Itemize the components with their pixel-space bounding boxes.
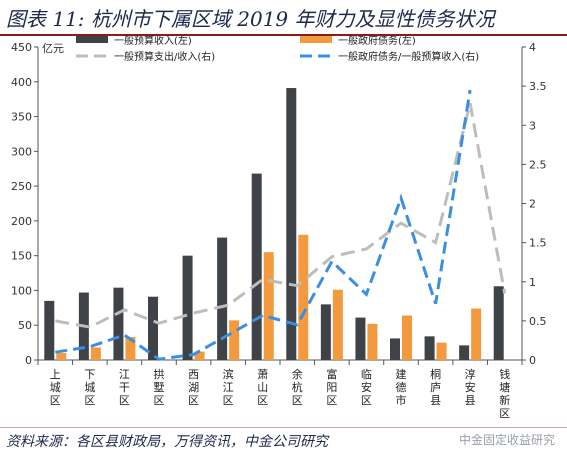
debt-bar — [90, 347, 101, 360]
revenue-bar — [251, 173, 262, 360]
revenue-bar — [148, 296, 158, 360]
debt-bar — [229, 320, 240, 360]
source-note: 资料来源：各区县财政局，万得资讯，中金公司研究 — [6, 434, 328, 450]
watermark: 中金固定收益研究 — [458, 433, 555, 447]
revenue-bar — [320, 304, 331, 360]
revenue-bar — [459, 345, 470, 360]
y-right-tick-label: 2.5 — [529, 158, 547, 171]
category-label: 建德市 — [396, 367, 407, 407]
revenue-legend-label: 一般预算收入(左) — [114, 36, 192, 47]
revenue-bar — [493, 286, 504, 360]
revenue-bar — [44, 300, 55, 360]
category-label: 拱墅区 — [154, 367, 165, 407]
title-rule — [0, 34, 567, 36]
exp_ratio-legend-label: 一般预算支出/收入(右) — [114, 50, 215, 63]
debt-legend-label: 一般政府债务(左) — [338, 36, 416, 47]
y-left-tick-label: 250 — [11, 180, 32, 193]
revenue-bar — [424, 336, 435, 360]
debt-legend-swatch — [300, 36, 332, 43]
y-left-unit-label: 亿元 — [42, 42, 64, 55]
revenue-bar — [217, 237, 228, 360]
y-right-tick-label: 1.5 — [529, 237, 547, 250]
revenue-bar — [355, 317, 366, 360]
category-label: 上城区 — [50, 368, 61, 407]
legend: 一般预算收入(左) 一般政府债务(左) 一般预算支出/收入(右) 一般政府债务/一般预… — [76, 36, 479, 63]
category-label: 萧山区 — [257, 368, 268, 407]
y-left-tick-label: 400 — [11, 76, 32, 89]
debt-bar — [402, 315, 412, 360]
y-right-tick-label: 0 — [529, 354, 536, 367]
debt-bar — [125, 337, 136, 360]
debt_ratio-legend-label: 一般政府债务/一般预算收入(右) — [338, 50, 479, 63]
category-label: 淳安县 — [465, 367, 476, 407]
y-right-tick-label: 1 — [529, 276, 536, 289]
exp_ratio-line — [55, 102, 507, 329]
debt-bar — [471, 308, 482, 360]
revenue-bar — [182, 255, 193, 360]
revenue-bar — [286, 88, 297, 360]
debt-bar — [263, 252, 274, 360]
y-left-tick-label: 150 — [11, 250, 32, 263]
y-right-tick-label: 3.5 — [529, 80, 547, 93]
category-label: 富阳区 — [326, 367, 337, 407]
y-left-tick-label: 0 — [25, 354, 32, 367]
y-left-tick-label: 200 — [11, 215, 32, 228]
debt-bar — [56, 353, 67, 360]
debt-bar — [436, 342, 447, 360]
axes: 0 50 100 150 200 250 300 350 400 450 0 0.5 1 1.5 2 2.5 3… — [11, 41, 547, 367]
y-left-tick-label: 300 — [11, 145, 32, 158]
category-label: 江干区 — [119, 368, 130, 407]
category-label: 下城区 — [84, 368, 95, 407]
lines — [55, 89, 507, 361]
debt-bar — [194, 351, 205, 360]
y-left-tick-label: 100 — [11, 284, 32, 297]
y-left-tick-label: 50 — [18, 319, 32, 332]
debt-bar — [367, 323, 378, 360]
category-label: 西湖区 — [188, 368, 199, 407]
y-right-tick-label: 2 — [529, 198, 536, 211]
debt-bar — [332, 289, 343, 360]
debt-bar — [298, 234, 309, 360]
revenue-bar — [113, 287, 124, 360]
y-right-tick-label: 0.5 — [529, 315, 547, 328]
y-left-tick-label: 450 — [11, 41, 32, 54]
category-label: 滨江区 — [223, 367, 234, 407]
y-right-tick-label: 4 — [529, 41, 536, 54]
y-left-tick-label: 350 — [11, 111, 32, 124]
revenue-legend-swatch — [76, 36, 108, 43]
category-label: 临安区 — [361, 367, 372, 407]
category-label: 桐庐县 — [430, 367, 441, 407]
debt_ratio-line — [55, 89, 472, 361]
category-label: 余杭区 — [292, 367, 303, 407]
source-rule — [0, 427, 567, 428]
revenue-bar — [390, 338, 400, 360]
chart: 0 50 100 150 200 250 300 350 400 450 0 0.5 1 1.5 2 2.5 3… — [11, 36, 547, 420]
y-right-tick-label: 3 — [529, 119, 536, 132]
chart-title: 图表 11: 杭州市下属区域 2019 年财力及显性债务状况 — [6, 7, 495, 31]
category-label: 钱塘新区 — [499, 367, 510, 420]
category-labels: 上城区 下城区 江干区 拱墅区 西湖区 滨江区 萧山区 余杭区 富阳区 临安区 建德市 桐庐县 淳安县 钱… — [50, 367, 510, 420]
